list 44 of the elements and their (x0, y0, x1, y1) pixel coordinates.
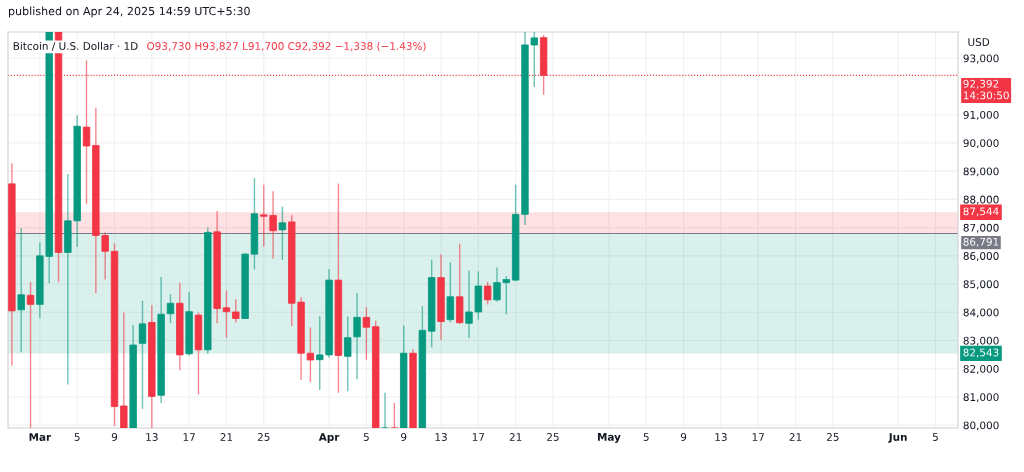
x-tick-label: Mar (29, 433, 52, 441)
x-tick-label: 9 (680, 433, 687, 441)
y-tick-label: 88,000 (963, 195, 999, 205)
band-label: 87,544 (963, 207, 999, 217)
x-tick-label: 17 (472, 433, 485, 441)
y-tick-label: 87,000 (963, 223, 999, 233)
x-tick-label: 5 (363, 433, 369, 441)
x-tick-label: 25 (826, 433, 839, 441)
y-tick-label: 82,000 (963, 364, 999, 374)
x-tick-label: 5 (932, 433, 938, 441)
x-tick-label: 17 (752, 433, 764, 441)
x-tick-label: May (597, 433, 621, 443)
ref-line-label: 86,791 (963, 237, 999, 247)
chart-subtitle: published on Apr 24, 2025 14:59 UTC+5:30 (9, 6, 250, 18)
x-tick-label: 13 (435, 433, 447, 441)
x-tick-label: 17 (183, 433, 195, 441)
x-tick-label: Apr (318, 433, 340, 443)
text: Bitcoin / U.S. Dollar · 1D (13, 41, 138, 51)
annotation: O93,730 H93,827 L91,700 C92,392 −1,338 (−1.43%) (147, 41, 426, 52)
y-tick-label: 93,000 (963, 54, 999, 64)
x-tick-label: 21 (789, 433, 802, 441)
x-tick-label: 25 (547, 433, 559, 441)
x-tick-label: 5 (74, 433, 80, 441)
y-axis-title: USD (968, 38, 990, 46)
y-tick-label: 86,000 (963, 252, 999, 261)
x-tick-label: 9 (401, 433, 407, 441)
ref-line-label: 92,392 14:30:50 (963, 79, 1009, 100)
x-tick-label: 13 (715, 433, 727, 441)
x-tick-label: 21 (220, 433, 233, 441)
y-tick-label: 85,000 (963, 280, 999, 290)
x-tick-label: 25 (257, 433, 270, 441)
x-tick-label: 9 (111, 433, 118, 441)
y-tick-label: 91,000 (963, 110, 999, 120)
x-tick-label: 21 (509, 433, 522, 441)
y-tick-label: 81,000 (963, 393, 999, 403)
x-tick-label: 5 (643, 433, 649, 441)
y-tick-label: 90,000 (963, 139, 999, 149)
band-label: 82,543 (963, 348, 999, 358)
y-tick-label: 83,000 (963, 336, 999, 346)
x-tick-label: Jun (888, 433, 907, 443)
y-tick-label: 80,000 (963, 421, 999, 431)
y-tick-label: 89,000 (963, 167, 999, 177)
y-tick-label: 84,000 (963, 308, 999, 318)
x-tick-label: 13 (146, 433, 158, 441)
